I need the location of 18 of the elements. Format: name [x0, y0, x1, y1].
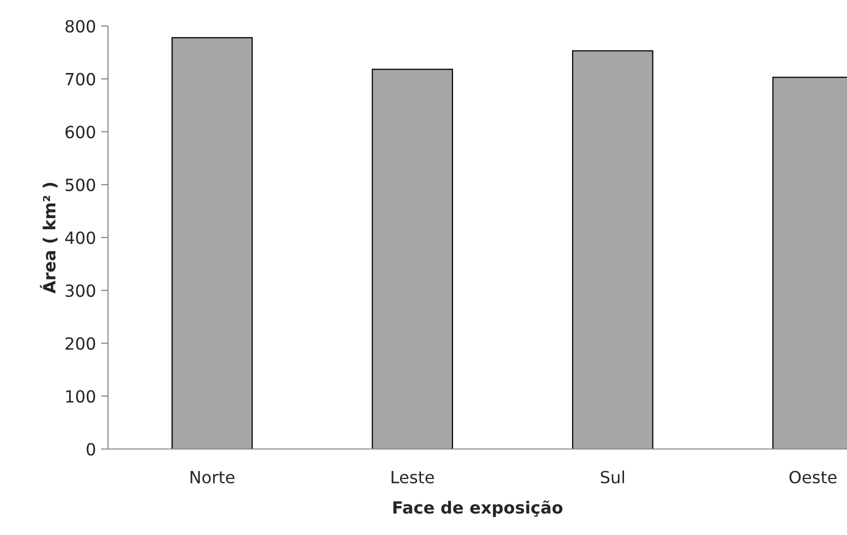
y-tick-label: 200: [66, 337, 96, 350]
y-tick-label: 800: [66, 20, 96, 33]
y-tick-label: 700: [66, 72, 96, 86]
y-tick-label: 500: [66, 178, 96, 192]
bar: [172, 37, 253, 449]
y-tick-label: 100: [66, 390, 96, 403]
bar: [572, 50, 654, 449]
y-tick-label: 400: [65, 231, 96, 244]
x-tick-label: Sul: [600, 470, 624, 484]
x-tick-label: Leste: [392, 471, 434, 484]
x-axis-title: Face de exposição: [393, 500, 562, 517]
x-tick-label: Oeste: [789, 470, 836, 484]
y-tick-label: 300: [66, 284, 96, 297]
bar: [372, 68, 454, 449]
y-axis-title: Área ( km² ): [40, 182, 58, 294]
y-tick-label: 600: [66, 126, 96, 138]
y-tick-label: 0: [86, 442, 96, 456]
x-tick-label: Norte: [190, 471, 234, 484]
